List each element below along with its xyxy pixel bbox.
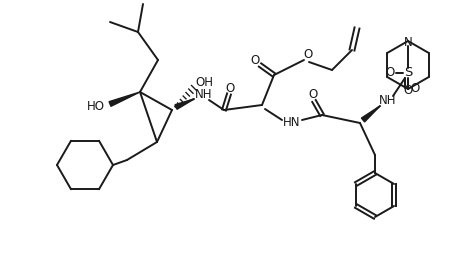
Text: O: O bbox=[308, 88, 318, 102]
Polygon shape bbox=[175, 99, 194, 109]
Text: HO: HO bbox=[87, 100, 105, 114]
Text: HN: HN bbox=[283, 116, 301, 129]
Text: OH: OH bbox=[195, 75, 213, 88]
Text: S: S bbox=[404, 67, 412, 80]
Text: O: O bbox=[250, 54, 260, 67]
Text: NH: NH bbox=[379, 94, 397, 108]
Text: O: O bbox=[410, 82, 420, 96]
Text: NH: NH bbox=[195, 88, 213, 102]
Text: O: O bbox=[303, 49, 312, 62]
Text: N: N bbox=[404, 37, 413, 50]
Polygon shape bbox=[362, 106, 380, 122]
Text: O: O bbox=[404, 85, 413, 98]
Text: O: O bbox=[225, 81, 235, 94]
Polygon shape bbox=[109, 92, 140, 106]
Text: O: O bbox=[385, 67, 395, 80]
